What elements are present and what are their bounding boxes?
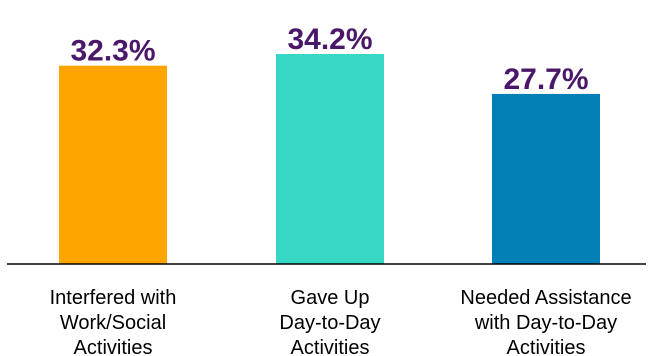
bar-3 bbox=[492, 93, 600, 264]
data-label-3: 27.7% bbox=[503, 63, 588, 96]
bar-1 bbox=[59, 65, 167, 264]
category-labels-group: Interfered with Work/Social ActivitiesGave… bbox=[50, 287, 632, 356]
category-label-2: Gave Up Day-to-Day Activities bbox=[279, 287, 380, 356]
data-label-2: 34.2% bbox=[287, 23, 372, 56]
category-label-line: Needed Assistance bbox=[460, 287, 631, 309]
data-label-1: 32.3% bbox=[70, 35, 155, 68]
data-labels-group: 32.3% 34.2% 27.7% bbox=[70, 23, 588, 96]
category-label-3: Needed Assistance with Day-to-Day Activiti… bbox=[460, 287, 631, 356]
category-label-line: Interfered with bbox=[50, 287, 177, 309]
category-label-1: Interfered with Work/Social Activities bbox=[50, 287, 177, 356]
category-label-line: Gave Up bbox=[291, 287, 370, 309]
bars-group bbox=[59, 54, 600, 265]
category-label-line: Activities bbox=[74, 337, 153, 356]
category-label-line: Activities bbox=[507, 337, 586, 356]
category-label-line: with Day-to-Day bbox=[474, 312, 617, 334]
bar-2 bbox=[276, 54, 384, 265]
category-label-line: Activities bbox=[291, 337, 370, 356]
category-label-line: Day-to-Day bbox=[279, 312, 380, 334]
category-label-line: Work/Social bbox=[60, 312, 166, 334]
